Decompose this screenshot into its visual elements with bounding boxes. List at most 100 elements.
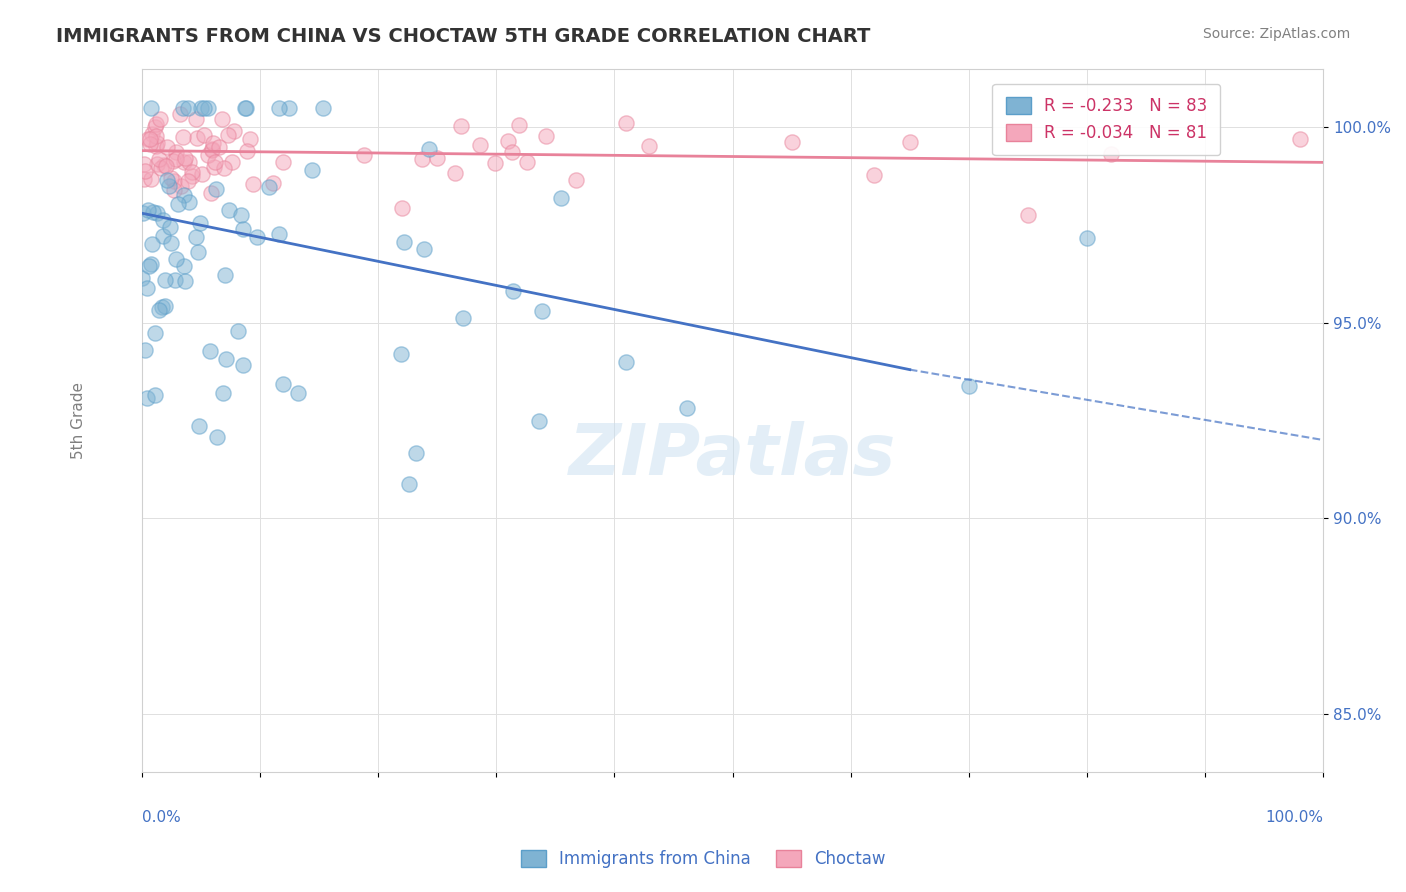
Point — [207, 430, 229, 444]
Point — [162, 154, 184, 169]
Point — [212, 386, 235, 401]
Point — [444, 166, 467, 180]
Point — [257, 179, 280, 194]
Point — [501, 145, 523, 160]
Point — [134, 164, 156, 178]
Point — [149, 112, 172, 127]
Point — [173, 151, 195, 165]
Point — [169, 106, 191, 120]
Point — [139, 136, 162, 151]
Point — [143, 120, 166, 134]
Text: ZIPatlas: ZIPatlas — [569, 421, 896, 491]
Point — [184, 230, 207, 244]
Point — [200, 186, 222, 200]
Point — [614, 116, 637, 130]
Point — [163, 183, 186, 197]
Text: 100.0%: 100.0% — [1265, 810, 1323, 825]
Point — [353, 147, 375, 161]
Point — [412, 243, 434, 257]
Point — [1288, 131, 1310, 145]
Point — [145, 136, 167, 150]
Point — [208, 140, 231, 154]
Point — [262, 177, 284, 191]
Point — [152, 212, 174, 227]
Point — [301, 163, 323, 178]
Point — [149, 161, 172, 175]
Point — [312, 101, 335, 115]
Point — [200, 143, 222, 157]
Text: Source: ZipAtlas.com: Source: ZipAtlas.com — [1202, 27, 1350, 41]
Point — [426, 151, 449, 165]
Point — [197, 147, 219, 161]
Point — [187, 245, 209, 260]
Text: IMMIGRANTS FROM CHINA VS CHOCTAW 5TH GRADE CORRELATION CHART: IMMIGRANTS FROM CHINA VS CHOCTAW 5TH GRA… — [56, 27, 870, 45]
Point — [214, 161, 236, 176]
Point — [180, 164, 202, 178]
Point — [173, 154, 195, 169]
Point — [527, 414, 550, 428]
Point — [267, 101, 290, 115]
Point — [242, 177, 264, 191]
Point — [187, 418, 209, 433]
Point — [398, 476, 420, 491]
Point — [153, 273, 176, 287]
Point — [550, 191, 572, 205]
Point — [188, 216, 211, 230]
Point — [202, 160, 225, 174]
Point — [468, 137, 491, 152]
Point — [157, 178, 180, 193]
Point — [215, 352, 238, 367]
Point — [143, 326, 166, 340]
Point — [139, 132, 162, 146]
Point — [502, 284, 524, 298]
Point — [1017, 208, 1039, 222]
Point — [186, 131, 208, 145]
Point — [156, 140, 179, 154]
Point — [165, 145, 187, 160]
Point — [145, 139, 167, 153]
Point — [204, 155, 226, 169]
Point — [177, 174, 200, 188]
Text: 0.0%: 0.0% — [142, 810, 180, 825]
Point — [197, 101, 219, 115]
Point — [450, 119, 472, 133]
Point — [181, 169, 204, 184]
Point — [141, 127, 163, 141]
Point — [132, 157, 155, 171]
Point — [205, 182, 228, 196]
Point — [614, 355, 637, 369]
Point — [132, 172, 155, 186]
Point — [173, 188, 195, 202]
Point — [394, 235, 416, 249]
Point — [484, 155, 506, 169]
Legend: R = -0.233   N = 83, R = -0.034   N = 81: R = -0.233 N = 83, R = -0.034 N = 81 — [993, 84, 1220, 155]
Point — [172, 130, 194, 145]
Point — [638, 138, 661, 153]
Point — [229, 208, 252, 222]
Point — [142, 205, 165, 219]
Point — [136, 281, 159, 295]
Y-axis label: 5th Grade: 5th Grade — [72, 382, 86, 459]
Point — [675, 401, 697, 415]
Point — [278, 101, 301, 115]
Point — [496, 134, 519, 148]
Point — [193, 128, 215, 143]
Point — [218, 203, 240, 218]
Point — [217, 128, 239, 142]
Point — [391, 201, 413, 215]
Point — [136, 202, 159, 217]
Point — [190, 167, 212, 181]
Point — [221, 154, 243, 169]
Point — [531, 304, 554, 318]
Point — [155, 159, 177, 173]
Point — [143, 388, 166, 402]
Point — [165, 273, 187, 287]
Point — [141, 236, 163, 251]
Point — [160, 171, 183, 186]
Point — [190, 101, 212, 115]
Point — [202, 136, 225, 150]
Point — [233, 101, 256, 115]
Point — [145, 129, 167, 144]
Point — [267, 227, 290, 241]
Point — [148, 152, 170, 166]
